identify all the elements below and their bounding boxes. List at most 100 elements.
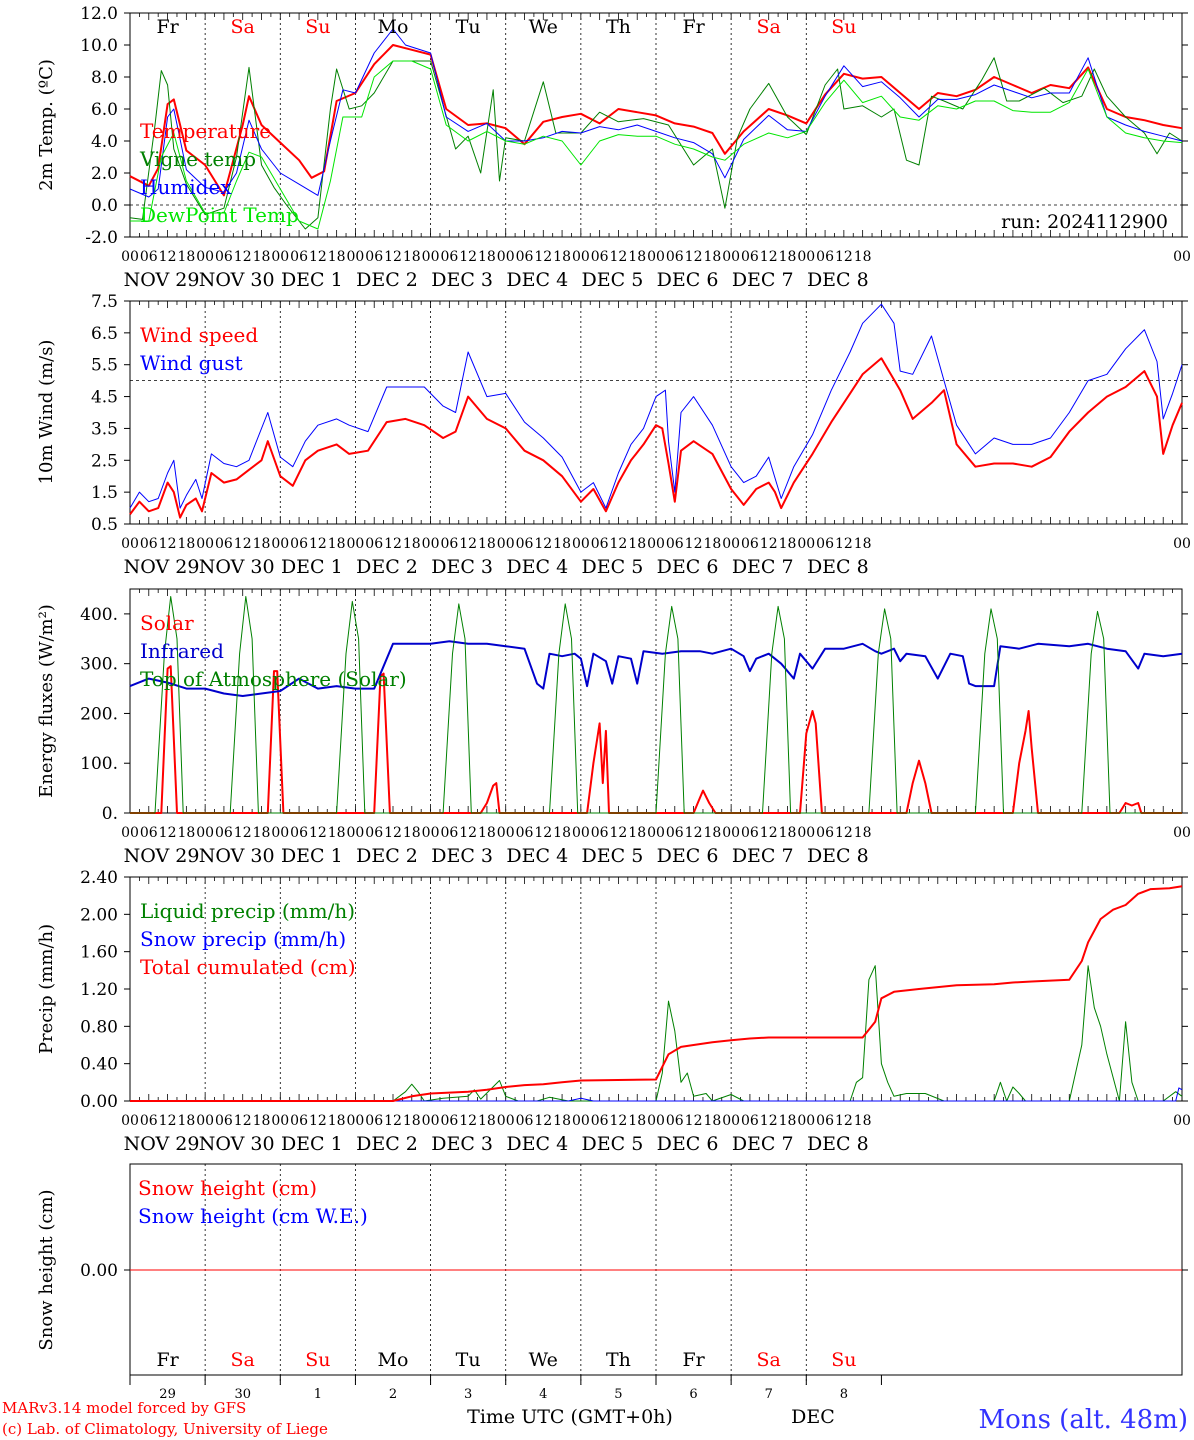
- x-hour-label: 06: [666, 536, 684, 552]
- x-hour-label: 18: [177, 825, 195, 841]
- x-hour-label: 00: [271, 825, 289, 841]
- y-tick-label: 3.5: [91, 419, 118, 439]
- x-hour-label: 18: [628, 536, 646, 552]
- x-hour-label: 12: [685, 1113, 703, 1129]
- panel-snow: 0.00 Snow height (cm) Snow height (cm) Snow…: [36, 1163, 1188, 1385]
- x-hour-label: 18: [403, 249, 421, 265]
- x-hour-label: 06: [816, 536, 834, 552]
- x-hour-label: 06: [440, 1113, 458, 1129]
- x-hour-label: 06: [516, 825, 534, 841]
- x-hour-label: 18: [177, 536, 195, 552]
- series-line-temperature: [129, 44, 1183, 197]
- x-hour-label: 00: [722, 249, 740, 265]
- day-name-label: Su: [305, 1349, 330, 1371]
- x-hour-label: 00: [722, 536, 740, 552]
- day-name-label: Su: [831, 16, 856, 38]
- y-tick-label: 5.5: [91, 356, 118, 376]
- x-date-label: DEC 2: [356, 556, 418, 578]
- x-hour-label: 18: [779, 1113, 797, 1129]
- x-hour-label: 18: [854, 825, 872, 841]
- legend-entry: Humidex: [140, 175, 232, 199]
- legend-entry: Temperature: [140, 119, 271, 143]
- x-hour-label: 00: [347, 536, 365, 552]
- x-date-label: DEC 4: [506, 269, 568, 291]
- y-tick-label: 400.: [80, 605, 118, 625]
- x-date-label: DEC 6: [657, 556, 719, 578]
- x-date-label: DEC 8: [807, 269, 869, 291]
- x-date-label: DEC 3: [431, 556, 493, 578]
- x-hour-label: 18: [553, 825, 571, 841]
- x-date-label: DEC 2: [356, 845, 418, 867]
- y-tick-label: 2.0: [91, 164, 118, 184]
- x-hour-label: 00: [422, 249, 440, 265]
- x-hour-label: 00: [497, 249, 515, 265]
- y-tick-label: 0.: [102, 804, 118, 824]
- time-axis-label: Time UTC (GMT+0h): [467, 1406, 673, 1428]
- x-hour-label: 12: [234, 536, 252, 552]
- series-line-snow-precip-mm-h-: [130, 1087, 1183, 1102]
- bottom-day-number: 4: [539, 1387, 547, 1402]
- bottom-day-number: 30: [234, 1387, 251, 1402]
- x-hour-label: 18: [328, 1113, 346, 1129]
- x-hour-label: 00: [647, 249, 665, 265]
- x-hour-label: 18: [703, 1113, 721, 1129]
- x-hour-label: 12: [534, 1113, 552, 1129]
- x-hour-label: 12: [685, 249, 703, 265]
- x-hour-label: 12: [309, 536, 327, 552]
- x-date-label: DEC 2: [356, 1133, 418, 1155]
- panel-flux: 0. 100. 200. 300. 400. Energy fluxes (W/m²) So…: [36, 588, 1191, 867]
- panel-temp: -2.0 0.0 2.0 4.0 6.0 8.0 10.0 12.0 2m Temp. (ºC)…: [36, 4, 1191, 291]
- x-hour-label: 12: [685, 536, 703, 552]
- x-hour-label: 06: [516, 536, 534, 552]
- x-hour-label: 12: [159, 825, 177, 841]
- x-date-label: DEC 7: [732, 556, 794, 578]
- x-hour-label: 18: [328, 249, 346, 265]
- series-line-humidex: [129, 28, 1183, 198]
- x-hour-label: 18: [703, 536, 721, 552]
- x-hour-label: 12: [835, 825, 853, 841]
- x-hour-label: 06: [140, 825, 158, 841]
- bottom-day-number: 29: [159, 1387, 176, 1402]
- x-hour-label: 00: [797, 825, 815, 841]
- x-date-label: DEC 5: [582, 269, 644, 291]
- series-line-liquid-precip-mm-h-: [130, 965, 1183, 1102]
- x-date-label: NOV 29: [124, 1133, 200, 1155]
- x-hour-label: 12: [534, 249, 552, 265]
- series-line-wind-gust: [129, 303, 1183, 509]
- y-tick-label: 10.0: [80, 36, 118, 56]
- y-tick-label: 200.: [80, 704, 118, 724]
- x-hour-label: 12: [384, 1113, 402, 1129]
- panel-precip: 0.00 0.40 0.80 1.20 1.60 2.00 2.40 Precip (mm/h…: [36, 868, 1191, 1155]
- x-hour-label: 06: [741, 1113, 759, 1129]
- x-hour-label: 00: [422, 825, 440, 841]
- x-date-label: DEC 3: [431, 845, 493, 867]
- x-hour-label: 06: [140, 536, 158, 552]
- x-hour-label: 06: [290, 825, 308, 841]
- x-date-label: DEC 3: [431, 269, 493, 291]
- x-hour-label: 18: [328, 825, 346, 841]
- x-hour-label: 00: [121, 249, 139, 265]
- x-hour-label: 06: [816, 1113, 834, 1129]
- y-axis-label: 10m Wind (m/s): [36, 340, 57, 485]
- x-hour-label: 06: [140, 1113, 158, 1129]
- x-date-label: DEC 4: [506, 845, 568, 867]
- x-hour-label: 18: [403, 1113, 421, 1129]
- legend-entry: Snow height (cm): [138, 1176, 317, 1200]
- x-hour-label: 00: [196, 249, 214, 265]
- x-hour-label: 06: [666, 249, 684, 265]
- y-tick-label: 1.20: [80, 980, 118, 1000]
- y-tick-label: 6.0: [91, 100, 118, 120]
- x-hour-label: 18: [253, 536, 271, 552]
- day-name-label: We: [529, 1349, 558, 1371]
- legend-entry: Snow precip (mm/h): [140, 927, 346, 951]
- x-hour-label: 00: [647, 536, 665, 552]
- x-date-label: DEC 1: [281, 845, 343, 867]
- day-name-label: Tu: [456, 16, 481, 38]
- x-hour-label: 18: [478, 536, 496, 552]
- x-hour-label: 06: [215, 249, 233, 265]
- y-tick-label: 0.0: [91, 196, 118, 216]
- x-hour-label: 00: [422, 1113, 440, 1129]
- y-tick-label: 0.00: [80, 1092, 118, 1112]
- x-hour-label: 06: [741, 536, 759, 552]
- x-hour-label: 18: [177, 249, 195, 265]
